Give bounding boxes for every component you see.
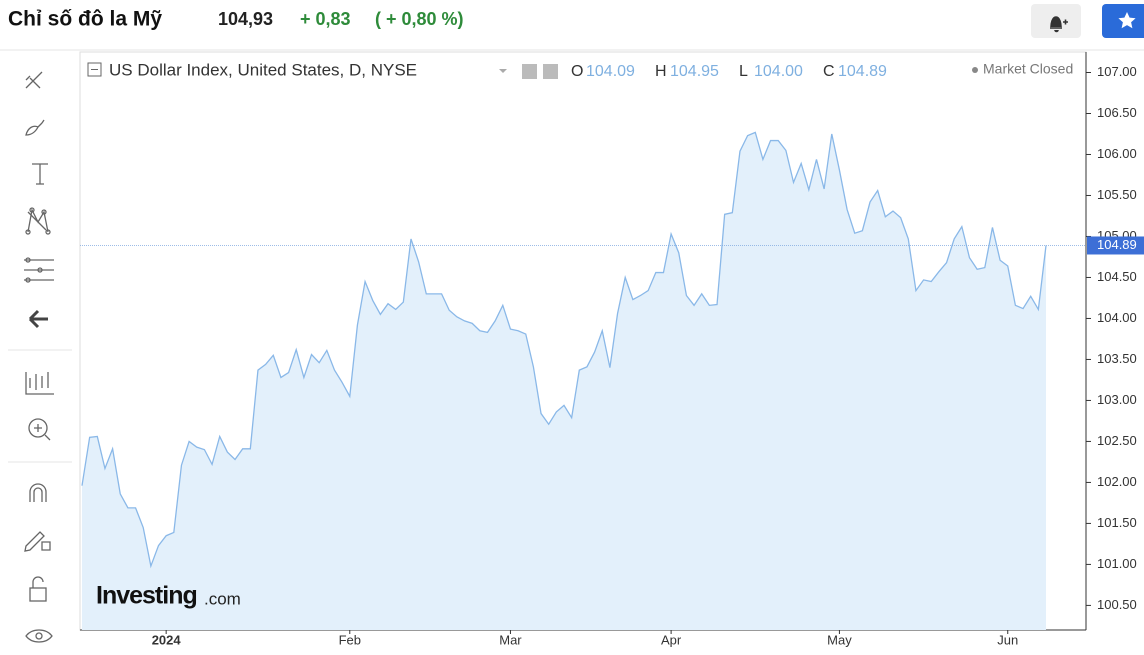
plot <box>80 131 1086 630</box>
area <box>82 132 1046 630</box>
watchlist-button[interactable] <box>1102 4 1144 38</box>
tool-zoom[interactable] <box>28 418 51 441</box>
y-tick-label: 106.00 <box>1097 146 1137 161</box>
last-price-label: 104.89 <box>1097 237 1137 252</box>
y-tick-label: 107.00 <box>1097 64 1137 79</box>
x-tick-label: May <box>827 632 852 647</box>
change: + 0,83 <box>300 9 351 29</box>
y-tick-label: 106.50 <box>1097 105 1137 120</box>
tool-visibility[interactable] <box>25 629 53 643</box>
tool-indicators[interactable] <box>25 372 54 395</box>
x-tick-label: Mar <box>499 632 522 647</box>
watermark-suffix: .com <box>204 589 241 608</box>
y-tick-label: 101.50 <box>1097 515 1137 530</box>
y-tick-label: 102.00 <box>1097 474 1137 489</box>
ohlc: O 104.09 H 104.95 L 104.00 C 104.89 <box>571 63 887 80</box>
y-tick-label: 103.00 <box>1097 392 1137 407</box>
ohlc-key: O <box>571 63 583 80</box>
x-tick-label: Jun <box>997 632 1018 647</box>
ohlc-value: 104.09 <box>586 63 635 80</box>
collapse-toggle[interactable] <box>87 62 102 77</box>
page-title: Chỉ số đô la Mỹ <box>8 8 162 31</box>
x-tick-label: Apr <box>661 632 682 647</box>
ohlc-value: 104.89 <box>838 63 887 80</box>
alert-button[interactable] <box>1031 4 1081 38</box>
y-tick-label: 104.00 <box>1097 310 1137 325</box>
tool-magnet[interactable] <box>29 483 47 502</box>
tool-unlock[interactable] <box>29 576 47 602</box>
y-tick-label: 103.50 <box>1097 351 1137 366</box>
y-tick-label: 104.50 <box>1097 269 1137 284</box>
settings-icon[interactable] <box>543 64 558 79</box>
y-tick-label: 101.00 <box>1097 556 1137 571</box>
ohlc-key: C <box>823 63 835 80</box>
tool-pattern[interactable] <box>25 207 51 235</box>
series-title: US Dollar Index, United States, D, NYSE <box>109 60 417 79</box>
tool-fib[interactable] <box>24 257 54 283</box>
toolbar <box>0 49 1144 643</box>
ohlc-key: H <box>655 63 667 80</box>
price: 104,93 <box>218 9 273 29</box>
x-tick-label: Feb <box>339 632 361 647</box>
y-tick-label: 105.50 <box>1097 187 1137 202</box>
line <box>81 131 1047 569</box>
ohlc-key: L <box>739 63 748 80</box>
tool-text[interactable] <box>32 163 48 185</box>
status-dot <box>972 67 978 73</box>
tool-lock-drawing[interactable] <box>24 531 51 552</box>
last-price-marker <box>1087 236 1144 255</box>
series-dropdown[interactable] <box>499 69 507 73</box>
ohlc-value: 104.00 <box>754 63 803 80</box>
tool-back[interactable] <box>28 309 48 329</box>
y-tick-label: 100.50 <box>1097 597 1137 612</box>
x-tick-label: 2024 <box>152 632 182 647</box>
settings-icon[interactable] <box>522 64 537 79</box>
market-status: Market Closed <box>983 61 1073 77</box>
ohlc-value: 104.95 <box>670 63 719 80</box>
watermark-brand: Investing <box>96 582 197 610</box>
tool-brush[interactable] <box>25 119 45 136</box>
tool-lines[interactable] <box>25 71 43 89</box>
y-tick-label: 102.50 <box>1097 433 1137 448</box>
change-pct: ( + 0,80 %) <box>375 9 464 29</box>
